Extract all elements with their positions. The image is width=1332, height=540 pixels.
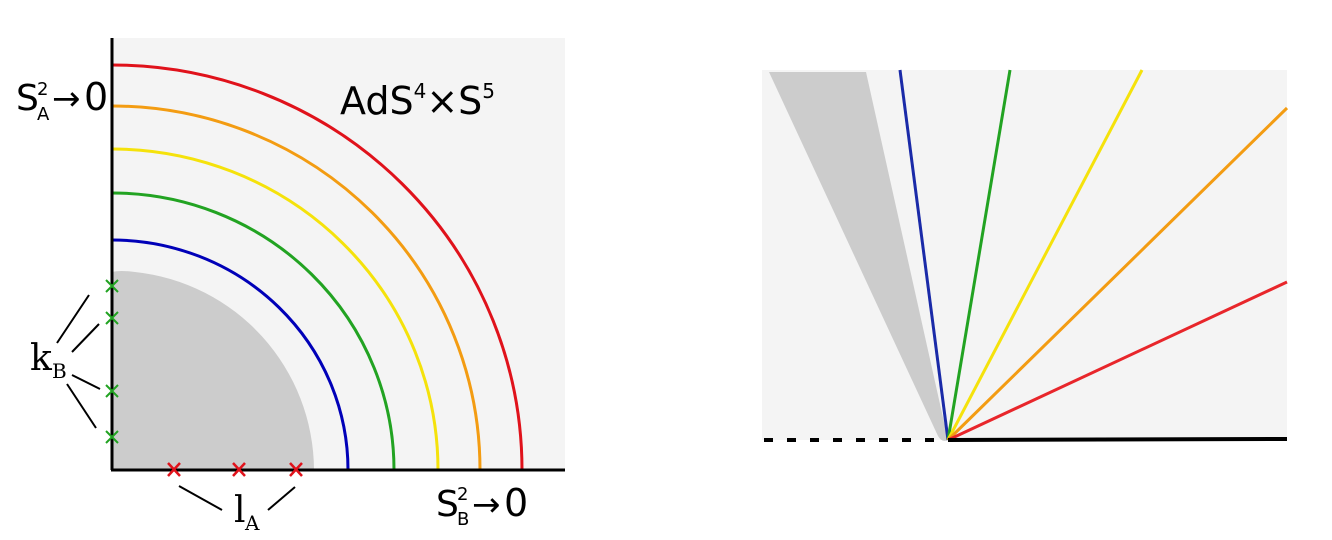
ray-group xyxy=(898,69,1289,442)
ads-base: AdS xyxy=(340,79,414,123)
l-pointer-1 xyxy=(178,485,223,511)
sa-sup: 2 xyxy=(37,79,48,100)
arc-orange xyxy=(111,104,482,471)
k-pointer-3 xyxy=(71,374,101,390)
arc-red xyxy=(111,63,524,471)
sa-sub: A xyxy=(37,104,50,125)
arc-group xyxy=(111,63,524,471)
arc-green xyxy=(111,191,396,471)
sb-zero: 0 xyxy=(504,481,528,525)
l-cross-1 xyxy=(167,462,181,477)
left-panel: AdS4×S5 S 2 A → 0 S 2 B → 0 k B l A xyxy=(16,38,565,535)
k-cross-4 xyxy=(105,430,119,444)
k-cross-3 xyxy=(105,384,119,398)
ads-label: AdS4×S5 xyxy=(340,79,495,123)
right-panel xyxy=(762,69,1289,442)
s5-sup: 5 xyxy=(482,79,495,103)
ads-times: ×S xyxy=(426,79,482,123)
l-cross-2 xyxy=(232,462,246,477)
kb-sub: B xyxy=(52,359,67,383)
ray-blue xyxy=(898,69,950,441)
l-cross-3 xyxy=(289,462,303,477)
arc-blue xyxy=(111,238,350,471)
la-label: l A xyxy=(234,490,260,535)
l-pointer-2 xyxy=(267,486,296,511)
k-cross-1 xyxy=(105,279,119,293)
sa-s: S xyxy=(16,78,39,119)
ray-orange xyxy=(946,106,1289,442)
sb-s: S xyxy=(436,484,459,525)
k-pointer-lines xyxy=(56,294,101,429)
bottom-axis-label: S 2 B → 0 xyxy=(436,481,528,530)
sa-zero: 0 xyxy=(84,75,108,119)
la-base: l xyxy=(234,490,246,531)
gray-wedge xyxy=(769,72,948,441)
ray-green xyxy=(946,69,1012,441)
kb-base: k xyxy=(30,338,53,379)
arc-yellow xyxy=(111,147,440,471)
ray-yellow xyxy=(946,69,1144,441)
gray-quarter-disk xyxy=(112,271,314,470)
top-axis-label: S 2 A → 0 xyxy=(16,75,108,125)
sa-arrow: → xyxy=(52,79,81,119)
sb-sub: B xyxy=(457,509,469,530)
la-sub: A xyxy=(244,511,260,535)
green-crosses xyxy=(105,279,119,444)
ray-red xyxy=(947,280,1288,442)
sb-sup: 2 xyxy=(457,484,468,505)
boundary-solid xyxy=(947,437,1288,442)
ads-sup: 4 xyxy=(414,79,427,103)
red-crosses xyxy=(167,462,303,477)
k-pointer-1 xyxy=(56,294,90,344)
k-pointer-2 xyxy=(71,323,100,353)
k-pointer-4 xyxy=(66,383,97,429)
k-cross-2 xyxy=(105,311,119,325)
sb-arrow: → xyxy=(472,485,501,525)
l-pointer-lines xyxy=(178,485,296,511)
kb-label: k B xyxy=(30,338,67,383)
